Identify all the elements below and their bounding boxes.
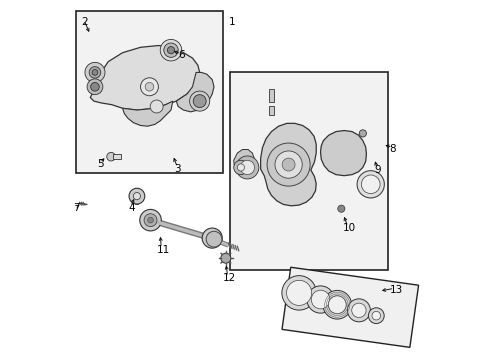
Bar [268,89,274,102]
Circle shape [129,188,144,204]
Circle shape [189,91,209,111]
Circle shape [266,143,309,186]
Circle shape [306,286,333,313]
Circle shape [193,95,206,108]
Text: 13: 13 [389,285,402,295]
Polygon shape [230,72,387,270]
Circle shape [140,210,161,231]
Circle shape [206,231,222,247]
Text: 7: 7 [73,203,80,213]
Text: 5: 5 [97,159,104,169]
Polygon shape [233,149,254,174]
Text: 3: 3 [174,164,181,174]
Bar [268,105,273,114]
Circle shape [327,296,346,314]
Circle shape [311,290,329,309]
Bar [135,188,138,204]
Circle shape [371,311,380,320]
Circle shape [85,62,105,82]
Circle shape [163,43,178,57]
Polygon shape [260,123,316,206]
Polygon shape [282,267,418,347]
Text: 10: 10 [343,223,356,233]
Circle shape [237,164,244,171]
Circle shape [286,280,311,305]
Circle shape [233,160,247,175]
Circle shape [337,205,344,212]
Circle shape [240,160,254,175]
Polygon shape [90,45,199,110]
Bar [112,154,121,159]
Circle shape [356,171,384,198]
Text: 6: 6 [178,50,184,60]
Polygon shape [122,101,172,126]
Text: 9: 9 [373,165,380,175]
Circle shape [367,308,384,324]
Text: 11: 11 [156,244,169,255]
Circle shape [89,67,101,78]
Circle shape [322,291,351,319]
Circle shape [361,175,379,194]
Circle shape [144,214,157,226]
Circle shape [202,228,222,248]
Text: 4: 4 [128,203,134,213]
Circle shape [140,78,158,96]
Circle shape [87,79,102,95]
Circle shape [347,299,369,322]
Circle shape [235,156,258,179]
Text: 12: 12 [223,273,236,283]
Circle shape [92,69,98,75]
Circle shape [147,217,153,223]
Polygon shape [176,72,214,112]
Circle shape [106,152,115,161]
Text: 1: 1 [228,17,235,27]
Circle shape [133,193,140,200]
Circle shape [90,82,99,91]
Circle shape [145,82,153,91]
Circle shape [167,46,174,54]
Circle shape [274,151,302,178]
Text: 8: 8 [389,144,396,154]
Circle shape [281,276,316,310]
Polygon shape [320,131,366,176]
Circle shape [351,303,366,318]
Circle shape [221,253,230,263]
Text: 2: 2 [81,17,88,27]
Circle shape [359,130,366,137]
Circle shape [160,40,182,61]
Circle shape [150,100,163,113]
Circle shape [282,158,294,171]
Polygon shape [76,12,223,173]
